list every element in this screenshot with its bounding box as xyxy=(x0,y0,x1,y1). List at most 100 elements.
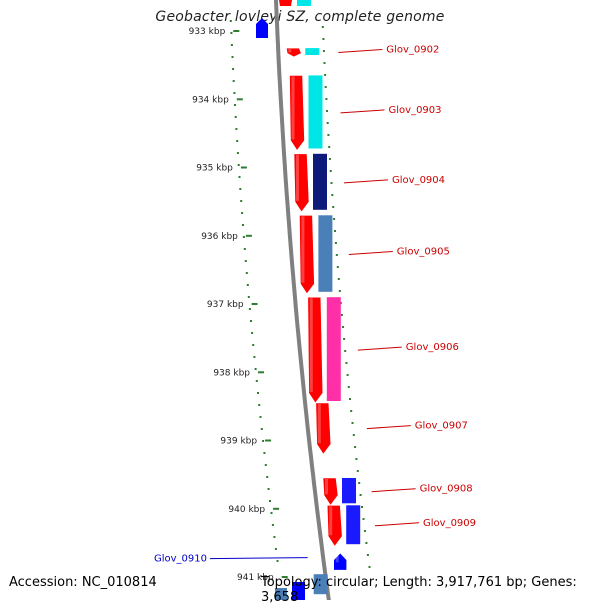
cog-bar xyxy=(346,505,361,545)
guide-dot xyxy=(326,122,329,124)
guide-dot xyxy=(363,530,366,532)
gene-highlight xyxy=(301,216,305,283)
gene-arrow-partial xyxy=(292,582,305,600)
guide-dot xyxy=(234,104,236,106)
guide-dot xyxy=(330,182,333,184)
label-leader xyxy=(357,346,402,351)
guide-dot xyxy=(251,332,254,334)
gene-arrow-glov-0910[interactable] xyxy=(333,552,348,571)
gene-label[interactable]: Glov_0906 xyxy=(406,342,459,353)
guide-dot xyxy=(270,512,273,514)
topology-text: Topology: circular; Length: 3,917,761 bp… xyxy=(261,575,577,605)
guide-dot xyxy=(230,32,233,34)
guide-dot xyxy=(337,278,340,280)
guide-dot xyxy=(365,542,368,544)
label-leader xyxy=(338,49,383,53)
guide-dot xyxy=(247,296,250,298)
guide-dot xyxy=(240,200,243,202)
gene-label[interactable]: Glov_0909 xyxy=(423,518,476,529)
guide-dot xyxy=(233,92,236,94)
guide-dot xyxy=(271,524,274,526)
gene-highlight xyxy=(335,554,339,563)
guide-dot xyxy=(232,68,235,70)
gene-arrow-glov-0908[interactable] xyxy=(322,477,339,506)
guide-dot xyxy=(342,326,344,328)
guide-dot xyxy=(250,320,252,322)
guide-dot xyxy=(273,536,276,538)
gene-arrow-glov-0902[interactable] xyxy=(285,47,302,58)
guide-dot xyxy=(253,356,256,358)
tick-mark xyxy=(265,439,272,442)
tick-mark xyxy=(251,303,258,305)
gene-arrow-glov-0907[interactable] xyxy=(315,402,332,455)
tick-mark xyxy=(233,30,240,32)
guide-dot xyxy=(231,56,234,58)
map-title: Geobacter lovleyi SZ, complete genome xyxy=(155,9,445,25)
gene-features xyxy=(256,0,361,600)
guide-dot xyxy=(358,482,361,484)
guide-dot xyxy=(322,50,325,52)
label-leader xyxy=(209,557,308,560)
guide-dot xyxy=(252,344,255,346)
guide-dot xyxy=(356,470,359,472)
guide-dot xyxy=(266,476,269,478)
guide-dot xyxy=(274,548,277,550)
gene-label[interactable]: Glov_0905 xyxy=(397,247,450,258)
guide-dot xyxy=(347,386,350,388)
cog-bar xyxy=(313,574,328,595)
guide-dot xyxy=(242,224,244,226)
guide-dot xyxy=(241,212,244,214)
guide-dot xyxy=(276,560,279,562)
backbone-line xyxy=(273,0,331,600)
gene-arrow-glov-0905[interactable] xyxy=(299,215,315,295)
guide-dot xyxy=(351,422,354,424)
guide-dot xyxy=(328,146,331,148)
cog-bar xyxy=(308,75,323,149)
guide-dot xyxy=(324,86,327,88)
gene-label[interactable]: Glov_0910 xyxy=(154,554,207,565)
guide-dot xyxy=(263,452,266,454)
guide-dot xyxy=(245,272,248,274)
gene-label[interactable]: Glov_0907 xyxy=(415,421,468,432)
gene-label[interactable]: Glov_0903 xyxy=(389,105,442,116)
gene-arrow-partial xyxy=(256,18,268,38)
tick-label: 938 kbp xyxy=(213,368,250,378)
gene-labels: Glov_0902 Glov_0903 Glov_0904 Glov_0905 Glov… xyxy=(154,45,476,565)
cog-bar xyxy=(297,0,311,6)
guide-dot xyxy=(269,500,271,502)
gene-highlight xyxy=(317,404,321,444)
gene-arrow-glov-0909[interactable] xyxy=(326,504,343,547)
gene-label[interactable]: Glov_0904 xyxy=(392,175,445,186)
guide-dot xyxy=(331,194,334,196)
gene-label[interactable]: Glov_0902 xyxy=(386,45,439,56)
tick-mark xyxy=(236,98,243,101)
gene-arrow-glov-0906[interactable] xyxy=(307,296,324,404)
guide-dot xyxy=(232,80,235,82)
guide-dot xyxy=(238,176,241,178)
gene-label[interactable]: Glov_0908 xyxy=(420,484,473,495)
guide-dot xyxy=(230,44,233,46)
guide-dot xyxy=(236,152,239,154)
gene-arrow-glov-0903[interactable] xyxy=(289,75,305,151)
guide-dot xyxy=(335,254,338,256)
guide-dot xyxy=(260,428,263,430)
cog-bar xyxy=(326,297,341,401)
tick-label: 939 kbp xyxy=(220,437,257,447)
guide-dot xyxy=(334,242,337,244)
guide-dot xyxy=(254,368,257,370)
guide-dot xyxy=(259,416,262,418)
guide-dot xyxy=(350,410,353,412)
tick-mark xyxy=(281,576,288,578)
gene-highlight xyxy=(309,298,313,392)
tick-label: 936 kbp xyxy=(201,232,238,242)
gene-highlight xyxy=(329,506,333,536)
gene-arrow-glov-0904[interactable] xyxy=(293,153,310,213)
label-leader xyxy=(340,109,385,114)
guide-dot xyxy=(267,488,270,490)
guide-dot xyxy=(352,434,355,436)
guide-dot xyxy=(349,398,351,400)
label-leader xyxy=(374,522,420,527)
tick-mark xyxy=(273,507,280,510)
guide-dot xyxy=(257,392,259,394)
guide-dot xyxy=(258,404,261,406)
